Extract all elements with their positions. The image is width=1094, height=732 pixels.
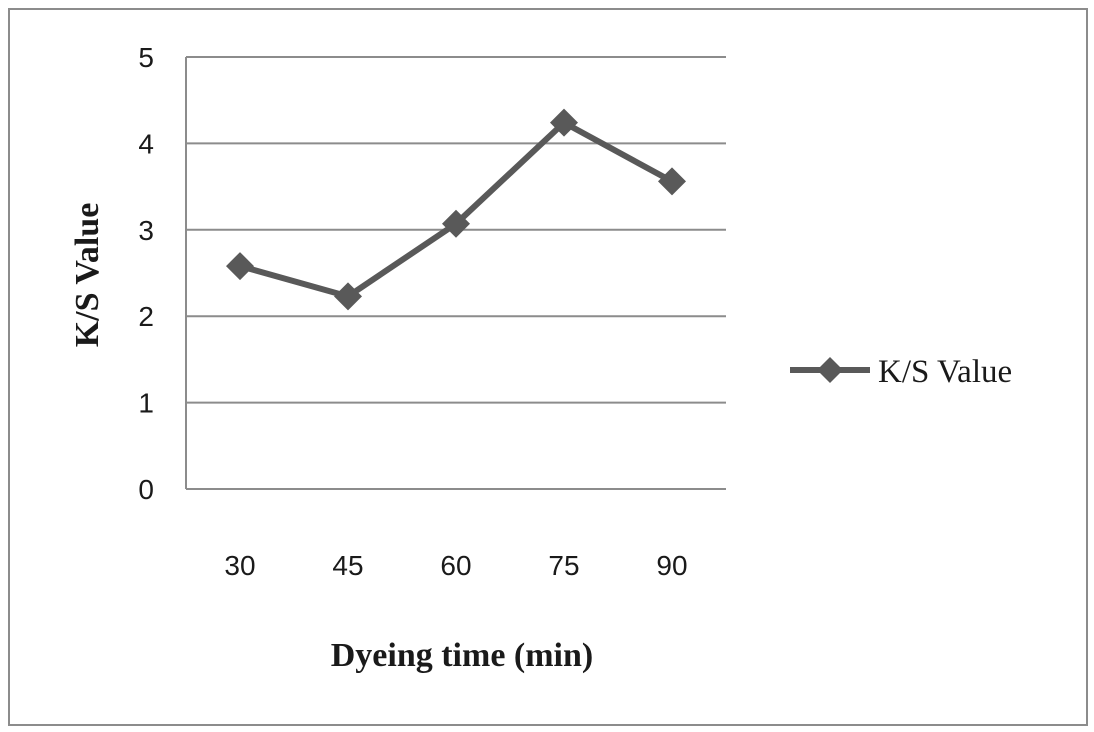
data-point-marker	[334, 282, 362, 311]
legend-marker-diamond	[817, 357, 843, 383]
y-tick-label: 3	[138, 215, 154, 246]
y-tick-label: 1	[138, 388, 154, 419]
x-axis-title: Dyeing time (min)	[331, 637, 594, 674]
y-tick-label: 5	[138, 42, 154, 73]
series-layer	[226, 108, 686, 311]
x-tick-label: 60	[440, 550, 471, 581]
x-tick-label: 90	[656, 550, 687, 581]
y-axis-title: K/S Value	[69, 203, 106, 348]
x-tick-labels: 30 45 60 75 90	[224, 550, 687, 581]
x-tick-label: 45	[332, 550, 363, 581]
data-point-marker	[658, 167, 686, 196]
data-point-marker	[442, 209, 470, 238]
data-point-marker	[550, 108, 578, 137]
y-tick-label: 4	[138, 128, 154, 159]
data-point-marker	[226, 252, 254, 281]
gridlines	[185, 56, 726, 490]
x-tick-label: 75	[548, 550, 579, 581]
y-tick-labels: 0 1 2 3 4 5	[138, 42, 154, 505]
legend-label-k-s-value: K/S Value	[878, 354, 1012, 390]
series-line-k-s-value	[239, 119, 674, 300]
y-tick-label: 2	[138, 301, 154, 332]
y-tick-label: 0	[138, 474, 154, 505]
legend: K/S Value	[790, 354, 1012, 390]
x-tick-label: 30	[224, 550, 255, 581]
chart-frame	[8, 8, 1088, 726]
